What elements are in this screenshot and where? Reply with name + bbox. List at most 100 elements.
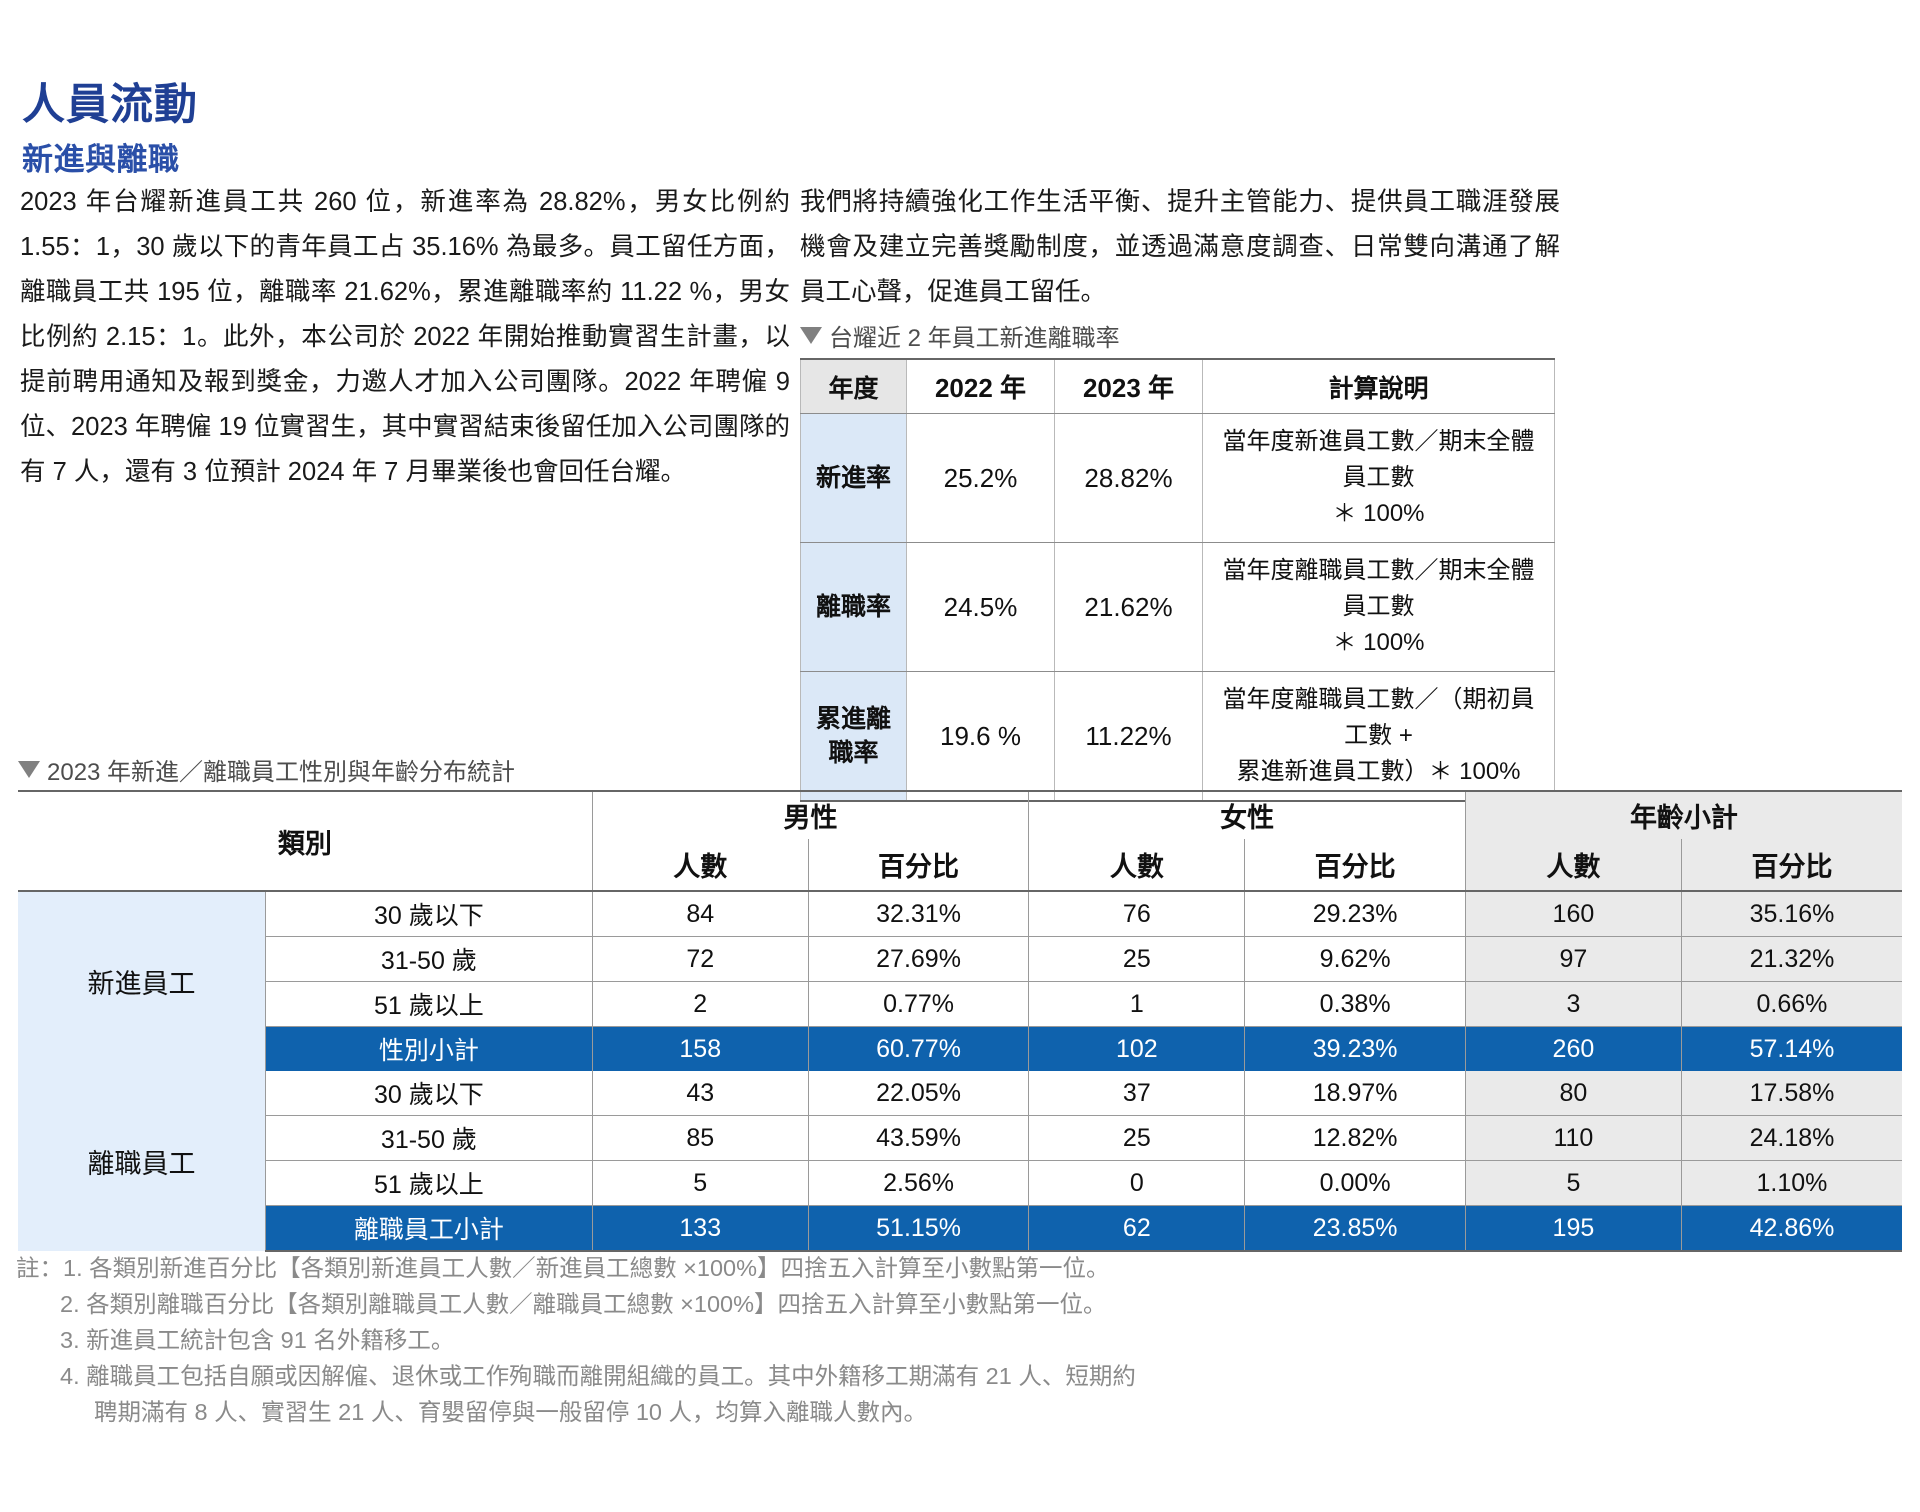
cell-female-percent: 9.62% bbox=[1244, 936, 1466, 982]
left-paragraph: 2023 年台耀新進員工共 260 位，新進率為 28.82%，男女比例約 1.… bbox=[20, 188, 790, 486]
row-label-hire-rate: 新進率 bbox=[800, 413, 907, 543]
cell-total-percent: 17.58% bbox=[1680, 1071, 1902, 1116]
cell-male-percent: 32.31% bbox=[807, 890, 1029, 937]
page-title: 人員流動 bbox=[22, 81, 198, 129]
cell-turnover-2022: 24.5% bbox=[906, 542, 1055, 672]
header-male-count: 人數 bbox=[591, 839, 809, 892]
table-row: 離職員工 30 歲以下 43 22.05% 37 18.97% 80 17.58… bbox=[18, 1071, 1902, 1251]
cell-female-percent: 29.23% bbox=[1244, 890, 1466, 937]
cell-female-count: 0 bbox=[1028, 1160, 1245, 1206]
header-female-count: 人數 bbox=[1028, 839, 1245, 892]
cell-hire-formula: 當年度新進員工數／期末全體員工數 ＊ 100% bbox=[1202, 413, 1555, 543]
header-total-percent: 百分比 bbox=[1680, 839, 1902, 892]
footnote-item: 註： 1. 各類別新進百分比【各類別新進員工人數／新進員工總數 ×100%】四捨… bbox=[16, 1250, 1716, 1286]
cell-male-count: 2 bbox=[591, 981, 809, 1027]
subtotal-total-count: 195 bbox=[1464, 1205, 1682, 1252]
footnotes: 註： 1. 各類別新進百分比【各類別新進員工人數／新進員工總數 ×100%】四捨… bbox=[16, 1250, 1716, 1430]
cell-cumulative-formula: 當年度離職員工數／（期初員工數 + 累進新進員工數）＊ 100% bbox=[1202, 671, 1555, 802]
cell-total-percent: 1.10% bbox=[1680, 1160, 1902, 1206]
table-row: 51 歲以上 5 2.56% 0 0.00% 5 1.10% bbox=[18, 1160, 1902, 1206]
subtotal-male-percent: 60.77% bbox=[807, 1026, 1029, 1071]
table-row: 31-50 歲 85 43.59% 25 12.82% 110 24.18% bbox=[18, 1115, 1902, 1161]
footnote-text: 1. 各類別新進百分比【各類別新進員工人數／新進員工總數 ×100%】四捨五入計… bbox=[63, 1255, 1110, 1281]
cell-male-percent: 0.77% bbox=[807, 981, 1029, 1027]
footnote-item: 4. 離職員工包括自願或因解僱、退休或工作殉職而離開組織的員工。其中外籍移工期滿… bbox=[60, 1363, 1136, 1389]
cell-total-count: 97 bbox=[1464, 936, 1682, 982]
cell-male-percent: 27.69% bbox=[807, 936, 1029, 982]
rate-table-caption: 台耀近 2 年員工新進離職率 bbox=[800, 318, 1120, 353]
cell-male-count: 84 bbox=[591, 890, 809, 937]
formula-line-2: ＊ 100% bbox=[1332, 629, 1425, 656]
cell-female-count: 25 bbox=[1028, 936, 1245, 982]
subtotal-total-percent: 42.86% bbox=[1680, 1205, 1902, 1252]
cell-total-count: 80 bbox=[1464, 1071, 1682, 1116]
table-row: 51 歲以上 2 0.77% 1 0.38% 3 0.66% bbox=[18, 981, 1902, 1027]
header-group-male: 男性 bbox=[591, 790, 1029, 839]
header-2022: 2022 年 bbox=[906, 358, 1055, 414]
subtotal-female-percent: 39.23% bbox=[1244, 1026, 1466, 1071]
cell-cumulative-2022: 19.6 % bbox=[906, 671, 1055, 802]
cell-turnover-2023: 21.62% bbox=[1054, 542, 1203, 672]
table-subtotal-row: 離職員工小計 133 51.15% 62 23.85% 195 42.86% bbox=[18, 1205, 1902, 1252]
formula-line-2: 累進新進員工數）＊ 100% bbox=[1236, 758, 1521, 785]
table-row: 31-50 歲 72 27.69% 25 9.62% 97 21.32% bbox=[18, 936, 1902, 982]
table-header-row: 年度 2022 年 2023 年 計算說明 bbox=[800, 358, 1555, 414]
row-label: 31-50 歲 bbox=[265, 936, 593, 982]
subtotal-label: 離職員工小計 bbox=[265, 1205, 593, 1252]
table-header-group-row: 類別 男性 女性 年齡小計 bbox=[18, 790, 1902, 891]
row-label: 51 歲以上 bbox=[265, 1160, 593, 1206]
subtotal-male-count: 158 bbox=[591, 1026, 809, 1071]
subtotal-female-count: 62 bbox=[1028, 1205, 1245, 1252]
subtotal-female-count: 102 bbox=[1028, 1026, 1245, 1071]
table-row: 新進員工 30 歲以下 84 32.31% 76 29.23% 160 35.1… bbox=[18, 890, 1902, 1071]
dist-table-caption: 2023 年新進／離職員工性別與年齡分布統計 bbox=[18, 752, 515, 787]
table-row: 離職率 24.5% 21.62% 當年度離職員工數／期末全體員工數 ＊ 100% bbox=[800, 542, 1555, 672]
cell-female-percent: 18.97% bbox=[1244, 1071, 1466, 1116]
cell-total-count: 3 bbox=[1464, 981, 1682, 1027]
footnote-item-continuation: 聘期滿有 8 人、實習生 21 人、育嬰留停與一般留停 10 人，均算入離職人數… bbox=[94, 1399, 928, 1425]
cell-male-percent: 22.05% bbox=[807, 1071, 1029, 1116]
cell-male-percent: 43.59% bbox=[807, 1115, 1029, 1161]
triangle-down-icon bbox=[800, 327, 822, 344]
table-row: 新進率 25.2% 28.82% 當年度新進員工數／期末全體員工數 ＊ 100% bbox=[800, 413, 1555, 543]
section-label-resignations: 離職員工 bbox=[18, 1071, 266, 1251]
header-year: 年度 bbox=[800, 358, 907, 414]
row-label: 30 歲以下 bbox=[265, 1071, 593, 1116]
formula-line-1: 當年度新進員工數／期末全體員工數 bbox=[1222, 428, 1535, 491]
footnote-item: 2. 各類別離職百分比【各類別離職員工人數／離職員工總數 ×100%】四捨五入計… bbox=[60, 1291, 1107, 1317]
formula-line-2: ＊ 100% bbox=[1332, 500, 1425, 527]
table-row: 累進離職率 19.6 % 11.22% 當年度離職員工數／（期初員工數 + 累進… bbox=[800, 671, 1555, 802]
cell-female-percent: 12.82% bbox=[1244, 1115, 1466, 1161]
subtotal-female-percent: 23.85% bbox=[1244, 1205, 1466, 1252]
subtotal-male-percent: 51.15% bbox=[807, 1205, 1029, 1252]
cell-female-count: 76 bbox=[1028, 890, 1245, 937]
footnote-lead: 註： bbox=[16, 1255, 63, 1281]
subtotal-total-percent: 57.14% bbox=[1680, 1026, 1902, 1071]
cell-hire-2023: 28.82% bbox=[1054, 413, 1203, 543]
cell-total-percent: 0.66% bbox=[1680, 981, 1902, 1027]
subtotal-total-count: 260 bbox=[1464, 1026, 1682, 1071]
rate-table-caption-text: 台耀近 2 年員工新進離職率 bbox=[829, 325, 1120, 352]
cell-total-percent: 21.32% bbox=[1680, 936, 1902, 982]
cell-cumulative-2023: 11.22% bbox=[1054, 671, 1203, 802]
cell-male-count: 85 bbox=[591, 1115, 809, 1161]
header-group-age-subtotal: 年齡小計 bbox=[1464, 790, 1902, 839]
cell-male-percent: 2.56% bbox=[807, 1160, 1029, 1206]
cell-female-count: 37 bbox=[1028, 1071, 1245, 1116]
cell-female-percent: 0.00% bbox=[1244, 1160, 1466, 1206]
header-male-percent: 百分比 bbox=[807, 839, 1029, 892]
row-label-turnover-rate: 離職率 bbox=[800, 542, 907, 672]
table-subtotal-row: 性別小計 158 60.77% 102 39.23% 260 57.14% bbox=[18, 1026, 1902, 1071]
subtotal-male-count: 133 bbox=[591, 1205, 809, 1252]
cell-female-percent: 0.38% bbox=[1244, 981, 1466, 1027]
header-category: 類別 bbox=[18, 790, 593, 891]
triangle-down-icon bbox=[18, 761, 40, 778]
section-label-new-hires: 新進員工 bbox=[18, 890, 266, 1071]
row-label: 30 歲以下 bbox=[265, 890, 593, 937]
dist-table-caption-text: 2023 年新進／離職員工性別與年齡分布統計 bbox=[47, 759, 516, 786]
hire-resign-distribution-table: 類別 男性 女性 年齡小計 人數 百分比 人數 百分比 人數 百分比 新進員工 … bbox=[18, 790, 1902, 1252]
formula-line-1: 當年度離職員工數／期末全體員工數 bbox=[1222, 557, 1535, 620]
turnover-rate-table: 年度 2022 年 2023 年 計算說明 新進率 25.2% 28.82% 當… bbox=[800, 358, 1555, 802]
table-header-sub-row: 人數 百分比 人數 百分比 人數 百分比 bbox=[18, 839, 1902, 892]
